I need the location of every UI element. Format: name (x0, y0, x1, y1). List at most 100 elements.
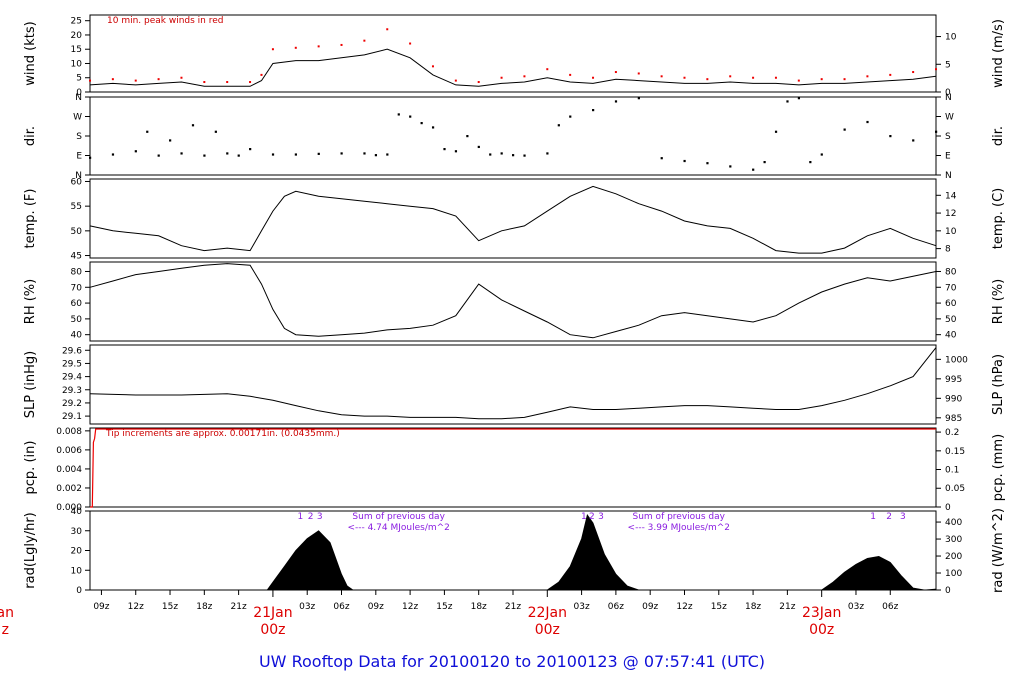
pcp-ylabel-right: pcp. (mm) (991, 434, 1006, 501)
date-label-edge-hour: z (2, 622, 9, 638)
pcp-panel: 0.000 0.002 0.004 0.006 0.008 0 0.05 0.1 0.15 0.2… (23, 427, 1006, 513)
solar-marker: 3 (900, 512, 906, 522)
temp-panel: 45 50 55 60 8 10 12 14 temp. (F) temp. (C) (23, 177, 1006, 261)
wind-peak-point (363, 39, 366, 42)
x-tick-label: 06z (608, 602, 624, 612)
temp-ytick-label-left: 60 (71, 177, 83, 187)
pcp-line (90, 428, 936, 508)
dir-point (546, 152, 549, 155)
dir-ytick-label-left: W (73, 113, 82, 123)
rh-ytick-label-right: 50 (945, 315, 957, 325)
rad-ytick-label-right: 400 (945, 518, 962, 528)
wind-peak-point (569, 73, 572, 76)
dir-point (466, 135, 469, 138)
x-tick-label: 18z (745, 602, 761, 612)
x-tick-label: 15z (162, 602, 178, 612)
dir-point (477, 145, 480, 149)
slp-ytick-label-left: 29.5 (62, 359, 82, 369)
wind-peak-point (431, 65, 434, 68)
wind-peak-point (317, 45, 320, 48)
wind-peak-point (294, 46, 297, 49)
dir-point (809, 161, 812, 164)
wind-peak-point (89, 79, 91, 82)
rh-ytick-label-right: 80 (945, 267, 957, 277)
dir-point (489, 153, 492, 156)
date-label-hour: 00z (535, 622, 560, 638)
dir-point (191, 124, 195, 127)
dir-point (340, 152, 343, 155)
pcp-frame (89, 427, 937, 508)
dir-point (557, 124, 560, 127)
pcp-ytick-label-right: 0 (945, 503, 951, 513)
slp-ytick-label-right: 1000 (945, 355, 968, 365)
slp-ylabel-left: SLP (inHg) (23, 351, 38, 419)
dir-point (512, 154, 515, 157)
date-label-day: 22Jan (528, 605, 567, 621)
dir-point (237, 154, 240, 157)
x-tick-label: 21z (231, 602, 247, 612)
dir-point (660, 157, 663, 160)
rh-ytick-label-right: 40 (945, 331, 957, 341)
temp-ytick-label-right: 12 (945, 209, 956, 219)
dir-point (271, 153, 275, 156)
wind-peak-point (866, 75, 869, 78)
x-tick-label: 03z (299, 602, 315, 612)
dir-point (146, 130, 149, 133)
pcp-ytick-label-left: 0.002 (56, 484, 82, 494)
dir-point (89, 156, 92, 159)
dir-point (431, 126, 435, 129)
solar-marker: 1 (297, 512, 303, 522)
wind-peak-point (409, 42, 412, 45)
rad-frame (89, 510, 937, 591)
wind-peak-point (157, 78, 160, 81)
rad-ytick-label-left: 0 (76, 586, 82, 596)
rh-panel: 40 50 60 70 80 40 50 60 70 80 RH (%) RH (%) (23, 261, 1006, 342)
wind-ytick-label-left: 20 (71, 31, 83, 41)
dir-point (752, 168, 755, 171)
pcp-ytick-label-right: 0.15 (945, 447, 965, 457)
slp-frame (89, 344, 937, 425)
wind-peak-point (637, 72, 640, 75)
x-tick-label: 21z (505, 602, 521, 612)
date-label-edge-day: Jan (0, 605, 14, 621)
slp-ytick-label-right: 985 (945, 414, 962, 424)
date-label-hour: 00z (260, 622, 285, 638)
date-label-day: 21Jan (253, 605, 292, 621)
wind-peak-point (180, 76, 183, 79)
wind-peak-point (683, 76, 686, 79)
solar-sum-note-title: Sum of previous day (633, 512, 726, 522)
wind-peak-point (340, 43, 343, 46)
dir-ytick-label-left: N (75, 93, 82, 103)
wind-peak-point (774, 76, 777, 79)
wind-peak-point (203, 81, 206, 84)
solar-marker: 2 (886, 512, 892, 522)
temp-ytick-label-right: 8 (945, 245, 951, 255)
temp-ytick-label-left: 50 (71, 227, 83, 237)
x-tick-label: 03z (848, 602, 864, 612)
wind-ytick-label-left: 10 (71, 59, 83, 69)
pcp-ytick-label-left: 0.000 (56, 503, 82, 513)
rh-ylabel-right: RH (%) (991, 279, 1006, 324)
solar-marker: 1 (870, 512, 876, 522)
dir-point (454, 150, 458, 153)
x-axis: 09z 12z 15z 18z 21z 03z 06z 09z 12z 15z 18z 21z 03z 0… (0, 590, 899, 638)
wind-peak-point (912, 71, 915, 74)
dir-point (134, 150, 137, 153)
x-tick-label: 12z (128, 602, 144, 612)
chart-title: UW Rooftop Data for 20100120 to 20100123… (258, 652, 766, 671)
slp-ytick-label-right: 995 (945, 375, 962, 385)
dir-point (249, 148, 252, 151)
rh-ylabel-left: RH (%) (23, 279, 38, 324)
x-tick-label: 09z (93, 602, 109, 612)
wind-peak-point (111, 78, 114, 81)
rh-ytick-label-right: 70 (945, 283, 957, 293)
x-tick-label: 15z (711, 602, 727, 612)
rh-ytick-label-left: 70 (71, 283, 83, 293)
wind-annotation: 10 min. peak winds in red (107, 16, 224, 26)
dir-frame (89, 96, 937, 176)
slp-series-line (89, 347, 937, 420)
temp-frame (89, 178, 937, 259)
dir-point (569, 115, 572, 118)
wind-ytick-label-right: 10 (945, 33, 957, 43)
